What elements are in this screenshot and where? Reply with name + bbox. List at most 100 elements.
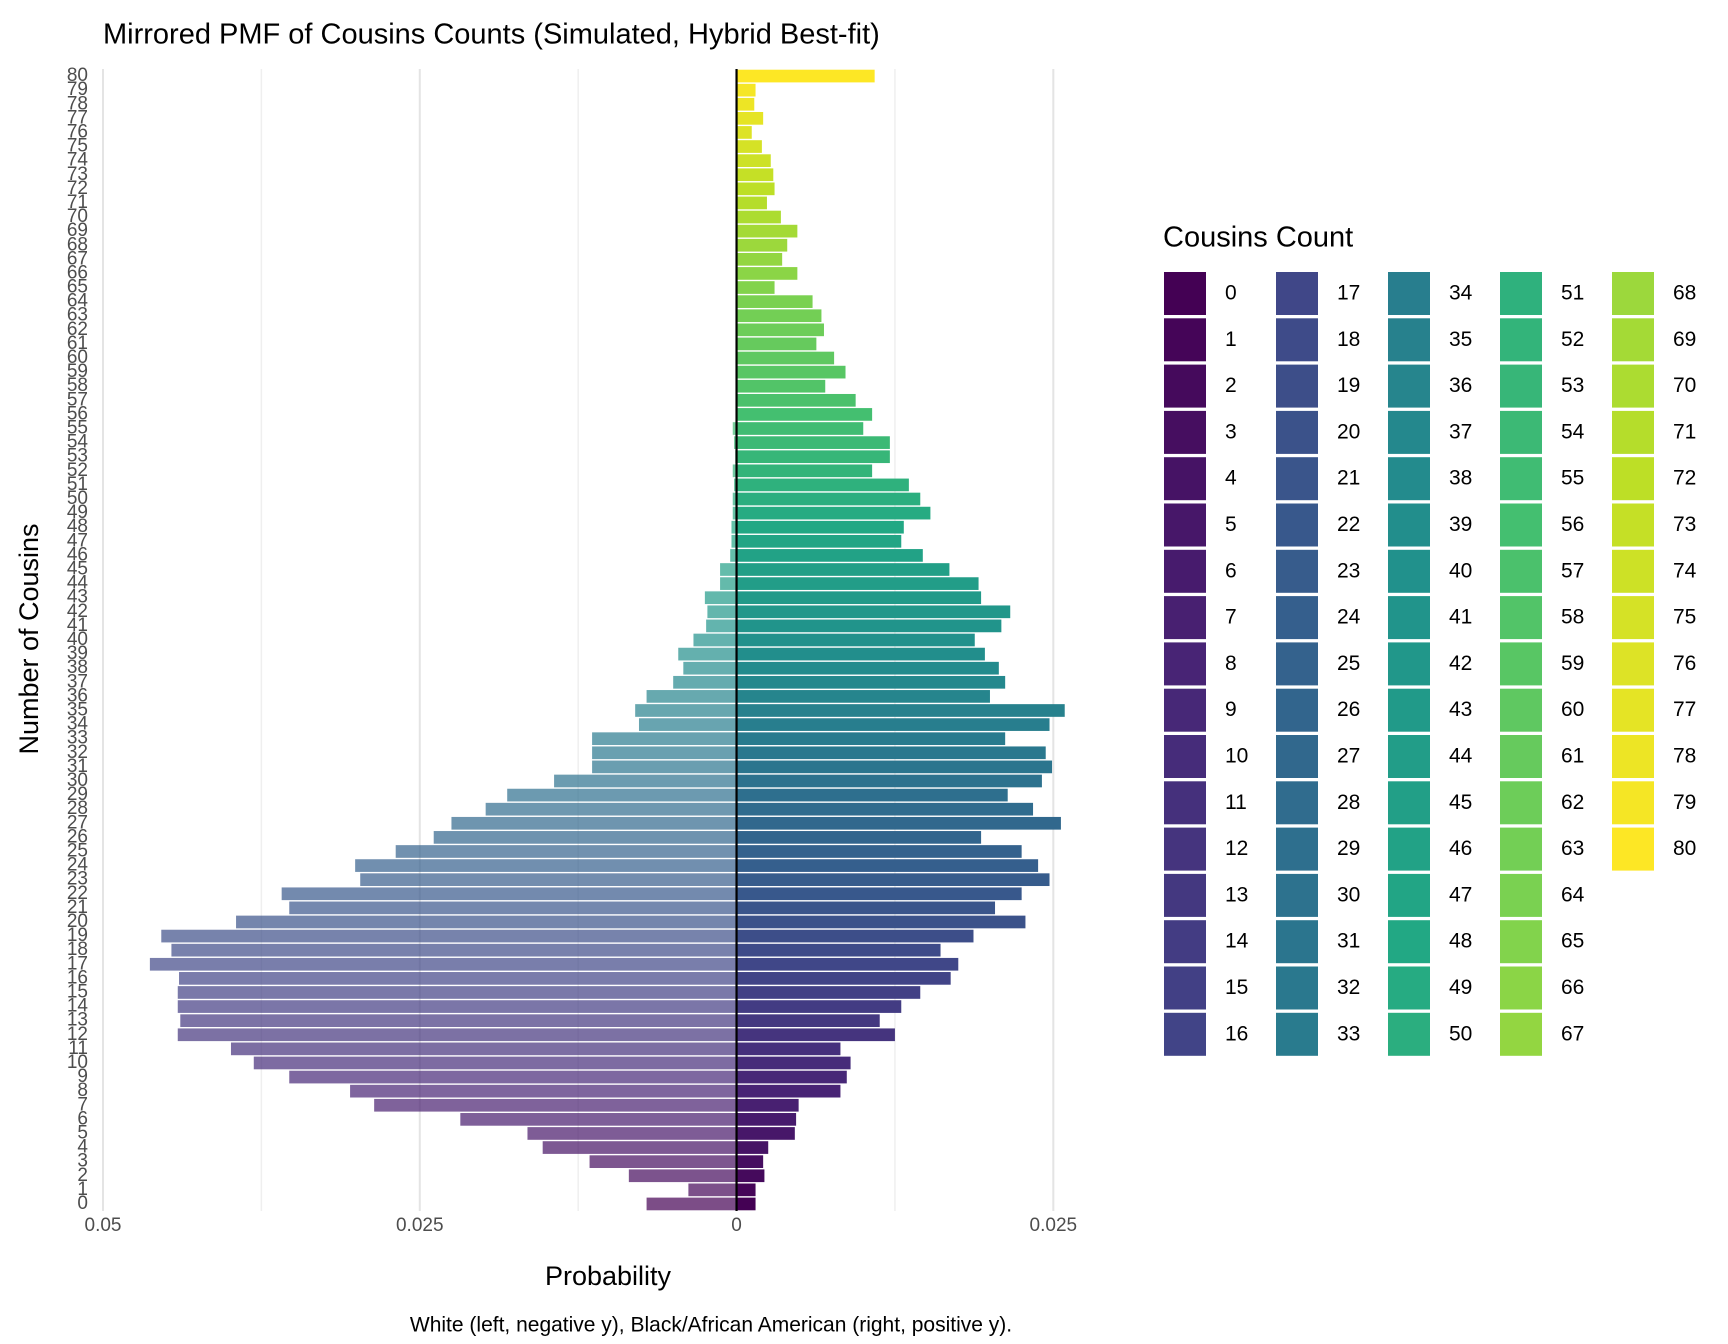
bar [736,1014,880,1028]
bar [736,788,1008,802]
bar [433,831,737,844]
legend-label: 4 [1225,467,1237,490]
y-tick-label: 27 [67,812,88,833]
bar [736,957,959,971]
y-tick-label: 45 [67,559,88,580]
legend-label: 49 [1449,976,1472,999]
y-tick-label: 37 [67,671,88,692]
y-tick-label: 46 [67,544,88,565]
legend-key [1276,596,1318,640]
y-tick-label: 15 [67,981,88,1002]
legend-key [1612,735,1654,778]
bar [736,1098,799,1112]
legend-label: 74 [1673,559,1697,582]
x-tick-label: 0.05 [85,1215,122,1236]
y-tick-label: 62 [67,319,88,340]
legend-label: 67 [1561,1022,1584,1045]
legend-key [1500,920,1542,964]
y-tick-label: 48 [67,516,88,537]
legend-key [1276,318,1318,362]
legend-key [1500,549,1542,593]
legend-key [1388,410,1430,454]
bar [678,647,737,661]
legend-key [1164,410,1206,454]
bar [736,802,1034,816]
y-tick-label: 6 [77,1108,88,1129]
y-tick-label: 16 [67,967,88,988]
bar [734,436,737,449]
y-tick-label: 53 [67,446,88,467]
legend-key [1164,364,1206,408]
legend-label: 55 [1561,467,1584,490]
bar [161,929,737,943]
legend-label: 51 [1561,282,1584,305]
bar [554,774,737,788]
y-tick-label: 42 [67,601,88,622]
legend-label: 22 [1337,513,1360,536]
legend-label: 65 [1561,930,1584,953]
legend-label: 70 [1673,374,1696,397]
legend-label: 73 [1673,513,1696,536]
legend-key [1164,873,1206,917]
y-tick-label: 23 [67,869,88,890]
y-axis-title: Number of Cousins [14,523,44,754]
legend-label: 72 [1673,467,1696,490]
bar [736,591,982,605]
bar [736,267,798,280]
legend-key [1164,457,1206,501]
bar [688,1183,737,1197]
y-tick-label: 7 [77,1094,88,1115]
legend-label: 53 [1561,374,1584,397]
bar [736,915,1026,929]
bar [736,972,951,985]
legend-label: 54 [1561,420,1585,443]
bar [673,675,737,689]
legend-label: 66 [1561,976,1584,999]
y-tick-label: 74 [67,150,89,171]
legend-label: 63 [1561,837,1584,860]
legend-key [1388,318,1430,362]
bar [736,901,996,915]
legend-key [1500,364,1542,408]
y-tick-label: 67 [67,248,88,269]
bar [693,633,737,647]
legend-key [1500,642,1542,686]
legend-key [1612,272,1654,315]
legend-label: 17 [1337,282,1360,305]
legend-key [1500,503,1542,547]
y-tick-label: 60 [67,347,88,368]
legend-label: 75 [1673,606,1696,629]
bar [736,210,781,224]
bar [736,943,941,957]
bar [736,1127,795,1140]
legend-key [1612,318,1654,362]
y-tick-label: 43 [67,587,88,608]
legend-label: 16 [1225,1022,1248,1045]
y-tick-label: 32 [67,742,88,763]
y-tick-label: 20 [67,911,88,932]
y-tick-label: 24 [67,855,89,876]
y-tick-label: 63 [67,305,88,326]
bar [736,351,835,365]
x-tick-label: 0 [731,1215,742,1236]
legend-label: 20 [1337,420,1360,443]
legend-key [1276,781,1318,825]
legend-label: 18 [1337,328,1360,351]
y-tick-label: 17 [67,953,88,974]
legend-label: 42 [1449,652,1472,675]
bar [736,196,767,210]
legend-key [1164,272,1206,315]
bar [638,718,737,731]
bar [281,887,737,901]
bar [706,619,737,633]
y-tick-label: 11 [68,1038,88,1059]
legend-label: 50 [1449,1022,1472,1045]
bar [289,1070,737,1084]
bar [736,450,890,464]
bar [736,1183,756,1197]
legend-label: 64 [1561,883,1585,906]
legend-key [1388,827,1430,871]
y-tick-label: 12 [67,1024,88,1045]
y-tick-label: 40 [67,629,88,650]
